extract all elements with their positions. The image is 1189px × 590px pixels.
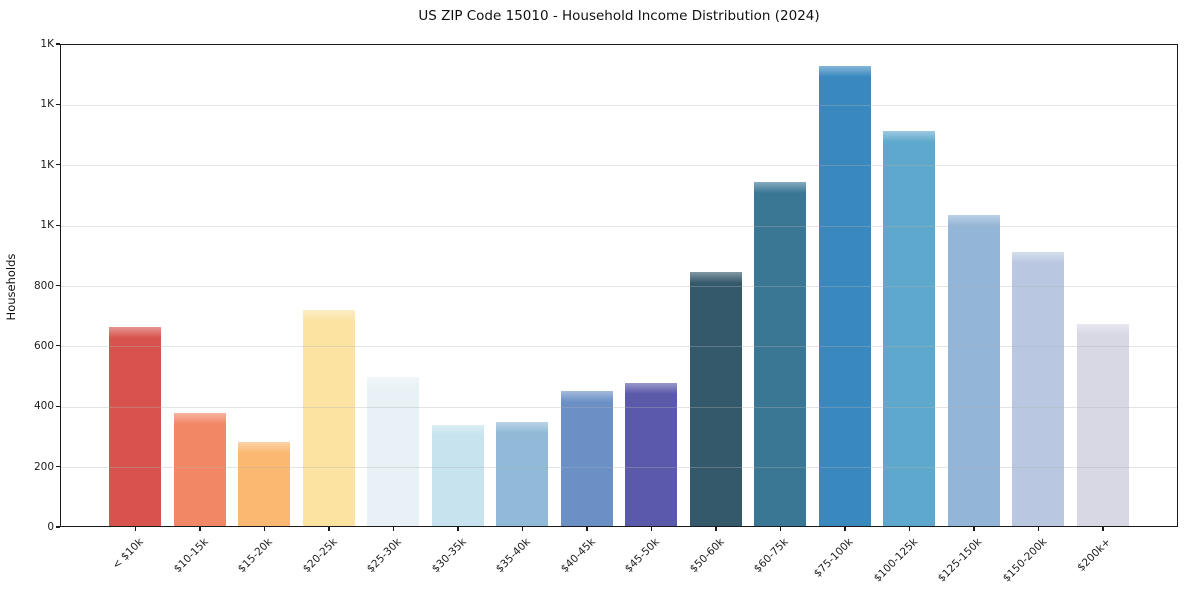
x-tick-mark <box>844 527 846 531</box>
y-tick-mark <box>56 526 60 528</box>
y-tick-label: 400 <box>33 400 54 413</box>
y-tick-mark <box>56 284 60 287</box>
bar-16 <box>1076 323 1129 526</box>
y-tick-mark <box>56 103 60 105</box>
x-tick-label: $10-15k <box>171 536 211 576</box>
bar-13 <box>883 130 936 526</box>
x-tick-label: $200k+ <box>1075 536 1114 574</box>
x-tick-label: $35-40k <box>493 536 533 576</box>
y-tick-mark <box>56 43 60 45</box>
x-tick-mark <box>715 527 717 531</box>
bar-4 <box>302 309 355 526</box>
y-tick-label: 1K <box>40 219 54 232</box>
gridline <box>61 286 1177 287</box>
bar-14 <box>947 214 1000 526</box>
x-tick-mark <box>521 527 524 531</box>
x-tick-label: $60-75k <box>751 536 791 576</box>
x-tick-label: $75-100k <box>811 536 856 580</box>
x-tick-mark <box>1037 527 1040 531</box>
y-tick-mark <box>56 224 60 226</box>
plot-area <box>60 44 1178 527</box>
chart-title: US ZIP Code 15010 - Household Income Dis… <box>418 8 820 24</box>
gridline <box>61 104 1177 106</box>
bar-1 <box>109 327 162 526</box>
x-tick-mark <box>586 527 588 531</box>
x-tick-mark <box>263 527 266 531</box>
x-tick-label: $20-25k <box>300 536 340 576</box>
bar-15 <box>1012 251 1065 526</box>
bar-2 <box>173 412 226 526</box>
x-tick-mark <box>908 527 911 531</box>
x-tick-mark <box>199 527 201 531</box>
x-tick-mark <box>779 527 782 531</box>
x-tick-mark <box>134 527 137 531</box>
y-tick-label: 1K <box>40 158 54 171</box>
y-tick-mark <box>56 164 60 166</box>
y-tick-label: 200 <box>33 460 54 473</box>
bar-8 <box>560 390 613 526</box>
gridline <box>61 346 1177 348</box>
x-tick-mark <box>650 527 653 531</box>
y-tick-label: 0 <box>47 521 54 533</box>
x-tick-label: $45-50k <box>622 536 662 576</box>
y-tick-mark <box>56 466 60 468</box>
x-tick-mark <box>392 527 395 531</box>
x-tick-mark <box>457 527 459 531</box>
x-tick-mark <box>1102 527 1104 531</box>
bar-10 <box>689 271 742 526</box>
bar-6 <box>431 425 484 526</box>
bar-3 <box>238 441 291 526</box>
y-tick-label: 600 <box>33 339 54 352</box>
x-tick-mark <box>328 527 330 531</box>
bar-9 <box>625 382 678 526</box>
y-tick-label: 1K <box>40 98 54 111</box>
gridline <box>61 165 1177 167</box>
x-tick-label: $25-30k <box>364 536 404 576</box>
gridline <box>61 225 1177 227</box>
y-tick-label: 800 <box>33 279 54 292</box>
x-tick-label: $150-200k <box>1000 536 1049 585</box>
x-tick-label: $30-35k <box>429 536 469 576</box>
y-tick-mark <box>56 405 60 407</box>
y-tick-mark <box>56 345 60 347</box>
x-tick-label: $100-125k <box>871 536 920 585</box>
bar-7 <box>496 422 549 526</box>
bar-11 <box>754 181 807 526</box>
x-tick-label: $125-150k <box>935 536 985 585</box>
gridline <box>61 406 1177 408</box>
x-tick-mark <box>973 527 975 531</box>
gridline <box>61 467 1177 469</box>
y-tick-label: 1K <box>40 38 54 50</box>
x-tick-label: $15-20k <box>235 536 275 576</box>
x-tick-label: $50-60k <box>687 536 727 576</box>
bar-5 <box>367 376 420 526</box>
x-tick-label: < $10k <box>110 536 146 572</box>
bar-12 <box>818 66 871 526</box>
x-tick-label: $40-45k <box>558 536 598 576</box>
